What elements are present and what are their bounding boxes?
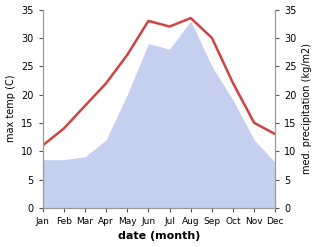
- Y-axis label: med. precipitation (kg/m2): med. precipitation (kg/m2): [302, 43, 313, 174]
- Y-axis label: max temp (C): max temp (C): [5, 75, 16, 143]
- X-axis label: date (month): date (month): [118, 231, 200, 242]
